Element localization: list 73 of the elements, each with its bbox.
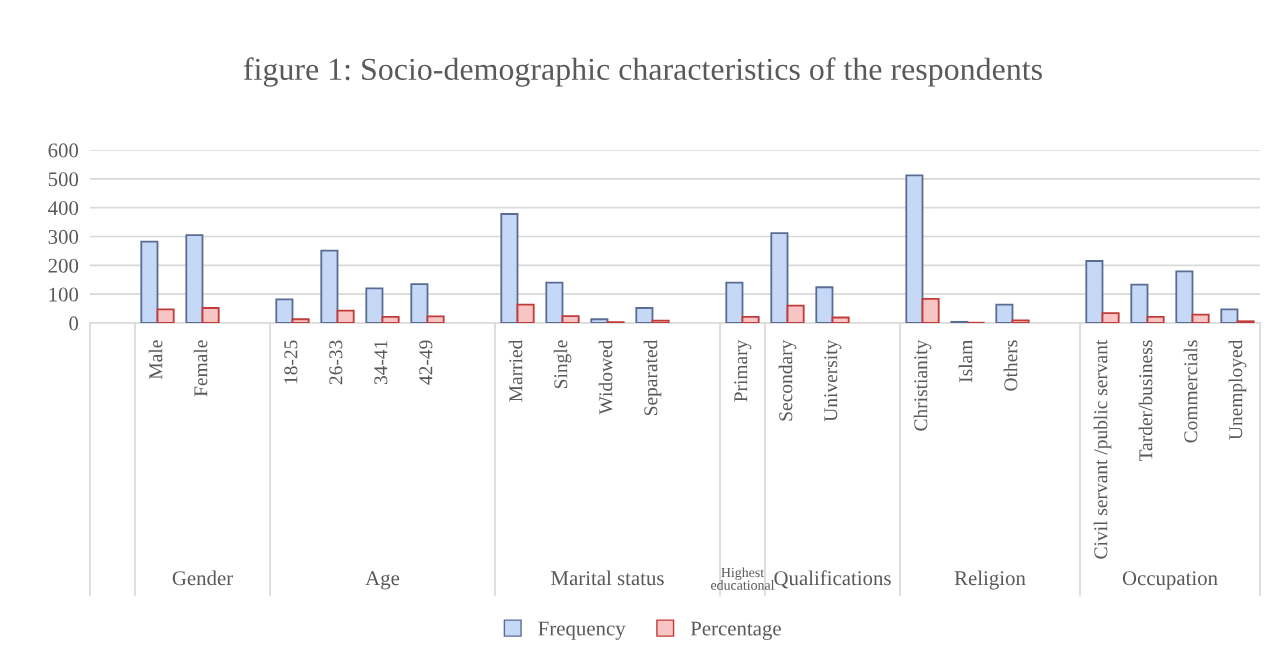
x-tick-label: Separated (643, 339, 662, 416)
bar (275, 298, 294, 323)
bar (725, 281, 744, 323)
x-tick-label: Unemployed (1228, 339, 1247, 440)
text: Religion (954, 570, 1026, 590)
x-tick-label: Commercials (1183, 340, 1198, 443)
bar (320, 249, 339, 323)
x-tick-label: Secondary (778, 339, 797, 421)
bar (1220, 308, 1239, 323)
y-tick-label: 100 (49, 287, 79, 302)
bar (590, 318, 609, 323)
bar (336, 309, 355, 323)
x-tick-label: Others (1003, 340, 1018, 391)
bar (545, 281, 564, 323)
bar (365, 287, 384, 323)
x-tick-label: 18-25 (284, 340, 298, 384)
x-tick-label: Married (508, 339, 523, 402)
bar (635, 307, 654, 323)
bar (201, 307, 220, 323)
bar (500, 213, 519, 323)
bar (995, 303, 1014, 323)
y-tick-label: 600 (48, 143, 79, 158)
bar (1130, 283, 1149, 323)
text: Gender (172, 570, 233, 586)
bar (516, 303, 535, 323)
x-tick-label: Primary (734, 339, 752, 402)
text: Age (365, 571, 400, 590)
x-tick-label: Islam (958, 339, 973, 383)
x-tick-label: 34-41 (374, 340, 388, 385)
x-tick-label: Tarder/business (1138, 340, 1153, 462)
bar (1146, 316, 1165, 323)
y-tick-label: 0 (69, 316, 79, 331)
y-tick-label: 300 (48, 229, 79, 244)
text: Occupation (1122, 571, 1218, 590)
bar (426, 315, 445, 323)
x-tick-label: Single (553, 340, 572, 389)
x-tick-label: 42-49 (419, 340, 433, 385)
x-tick-label: Widowed (598, 339, 613, 415)
bar (1175, 270, 1194, 323)
x-tick-label: University (824, 339, 842, 422)
bar (410, 283, 429, 323)
bar (831, 316, 850, 323)
bar (770, 232, 789, 323)
text: Qualifications (774, 570, 891, 589)
legend-label: Percentage (690, 621, 781, 640)
text: Marital status (551, 570, 664, 586)
y-tick-label: 400 (48, 201, 79, 216)
x-tick-label: Civil servant /public servant (1093, 339, 1112, 559)
bar (1011, 319, 1030, 323)
x-tick-label: Female (193, 340, 208, 397)
x-tick-label: Christianity (913, 339, 932, 431)
bar (291, 318, 310, 323)
bar (561, 315, 580, 323)
bar (140, 240, 159, 323)
bar (156, 308, 175, 323)
bar (786, 304, 805, 323)
bar (381, 316, 400, 323)
bar (1085, 260, 1104, 323)
y-tick-label: 200 (48, 258, 79, 273)
bar (1191, 313, 1210, 323)
bar (185, 234, 204, 323)
bar (815, 286, 834, 323)
y-tick-label: 500 (48, 172, 79, 187)
chart-title: figure 1: Socio-demographic characteristics of the respondents (243, 57, 1042, 87)
bar (921, 297, 940, 323)
bar (741, 316, 760, 323)
bar (905, 174, 924, 323)
x-tick-label: 26-33 (329, 340, 343, 385)
text: Highest educational (711, 567, 775, 590)
legend-label: Frequency (538, 621, 626, 640)
bar (651, 319, 670, 323)
x-tick-label: Male (148, 340, 163, 380)
bar (1101, 312, 1120, 323)
